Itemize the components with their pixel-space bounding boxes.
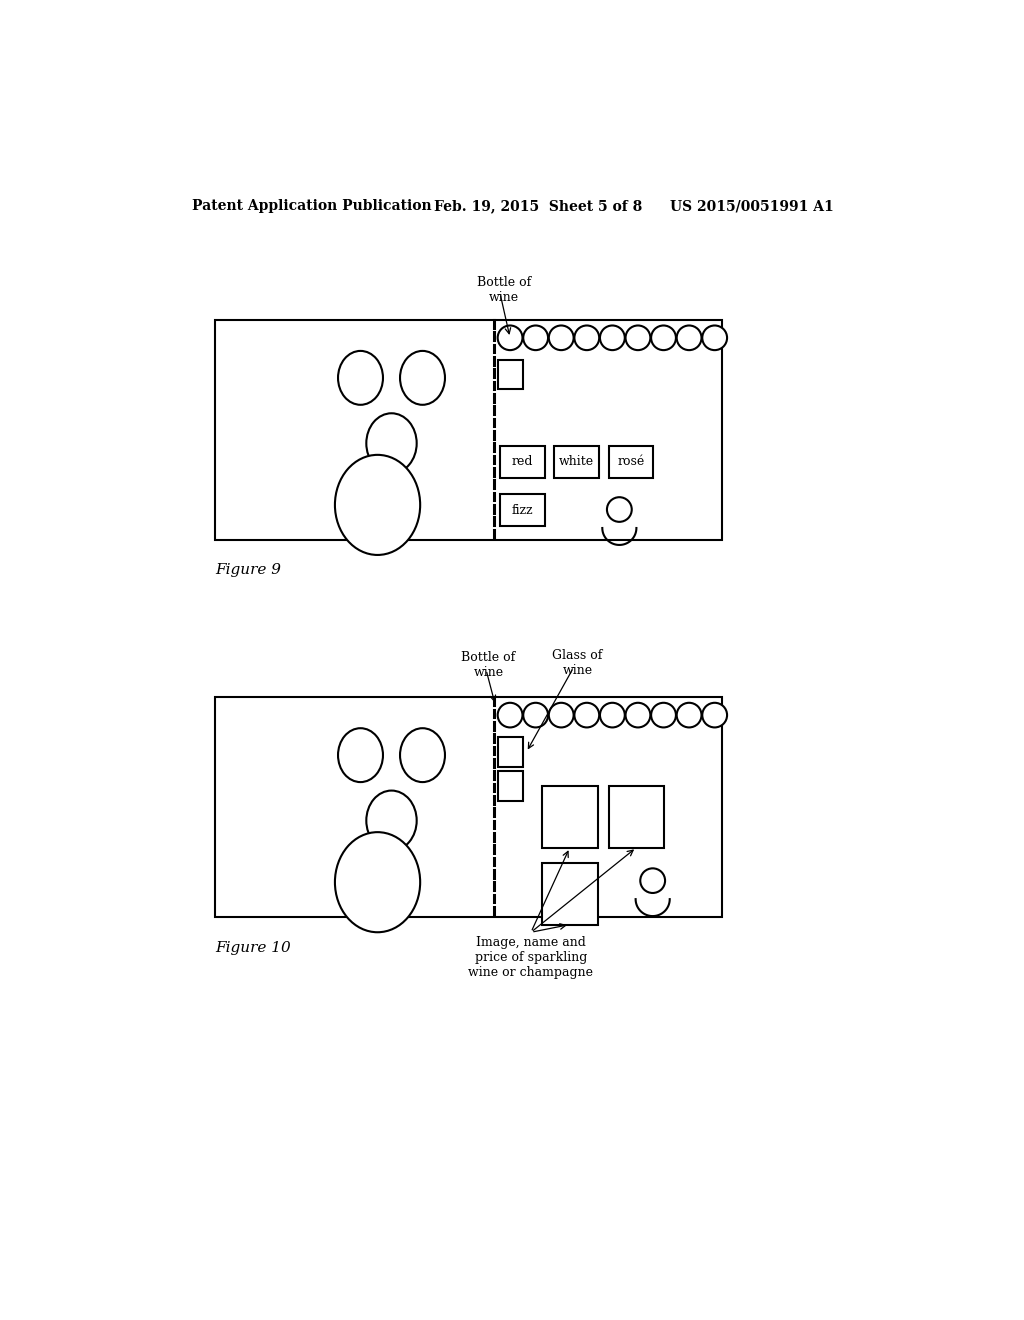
Circle shape (498, 702, 522, 727)
Bar (608, 785, 665, 847)
Circle shape (523, 326, 548, 350)
Text: Image, name and
price of sparkling
wine or champagne: Image, name and price of sparkling wine … (469, 936, 594, 979)
Text: white: white (559, 455, 594, 469)
Bar (215, 321, 722, 540)
Circle shape (574, 326, 599, 350)
Circle shape (677, 326, 701, 350)
Text: red: red (512, 455, 534, 469)
Circle shape (549, 702, 573, 727)
Text: Figure 9: Figure 9 (215, 564, 281, 577)
Circle shape (600, 326, 625, 350)
Text: Bottle of
wine: Bottle of wine (477, 276, 531, 304)
Bar (499, 738, 523, 767)
Ellipse shape (335, 455, 420, 554)
Ellipse shape (338, 351, 383, 405)
Circle shape (626, 326, 650, 350)
Text: Figure 10: Figure 10 (215, 941, 291, 954)
Bar (499, 360, 523, 389)
Circle shape (702, 702, 727, 727)
Ellipse shape (367, 791, 417, 850)
Text: Feb. 19, 2015  Sheet 5 of 8: Feb. 19, 2015 Sheet 5 of 8 (434, 199, 642, 213)
Text: rosé: rosé (617, 455, 644, 469)
Circle shape (640, 869, 665, 892)
Circle shape (498, 326, 522, 350)
Bar (554, 446, 599, 478)
Circle shape (574, 702, 599, 727)
Circle shape (523, 702, 548, 727)
Text: fizz: fizz (512, 504, 534, 517)
Text: Patent Application Publication: Patent Application Publication (191, 199, 431, 213)
Circle shape (549, 326, 573, 350)
Bar (499, 771, 523, 800)
Bar (542, 863, 598, 924)
Ellipse shape (335, 832, 420, 932)
Bar (500, 494, 545, 527)
Text: Bottle of
wine: Bottle of wine (461, 651, 515, 680)
Circle shape (651, 702, 676, 727)
Text: Glass of
wine: Glass of wine (552, 649, 603, 677)
Bar (500, 446, 545, 478)
Bar (215, 697, 722, 917)
Circle shape (607, 498, 632, 521)
Text: US 2015/0051991 A1: US 2015/0051991 A1 (671, 199, 835, 213)
Circle shape (626, 702, 650, 727)
Circle shape (702, 326, 727, 350)
Bar (608, 446, 653, 478)
Bar (542, 785, 598, 847)
Ellipse shape (400, 351, 445, 405)
Circle shape (600, 702, 625, 727)
Ellipse shape (400, 729, 445, 781)
Ellipse shape (338, 729, 383, 781)
Circle shape (651, 326, 676, 350)
Circle shape (677, 702, 701, 727)
Ellipse shape (367, 413, 417, 474)
